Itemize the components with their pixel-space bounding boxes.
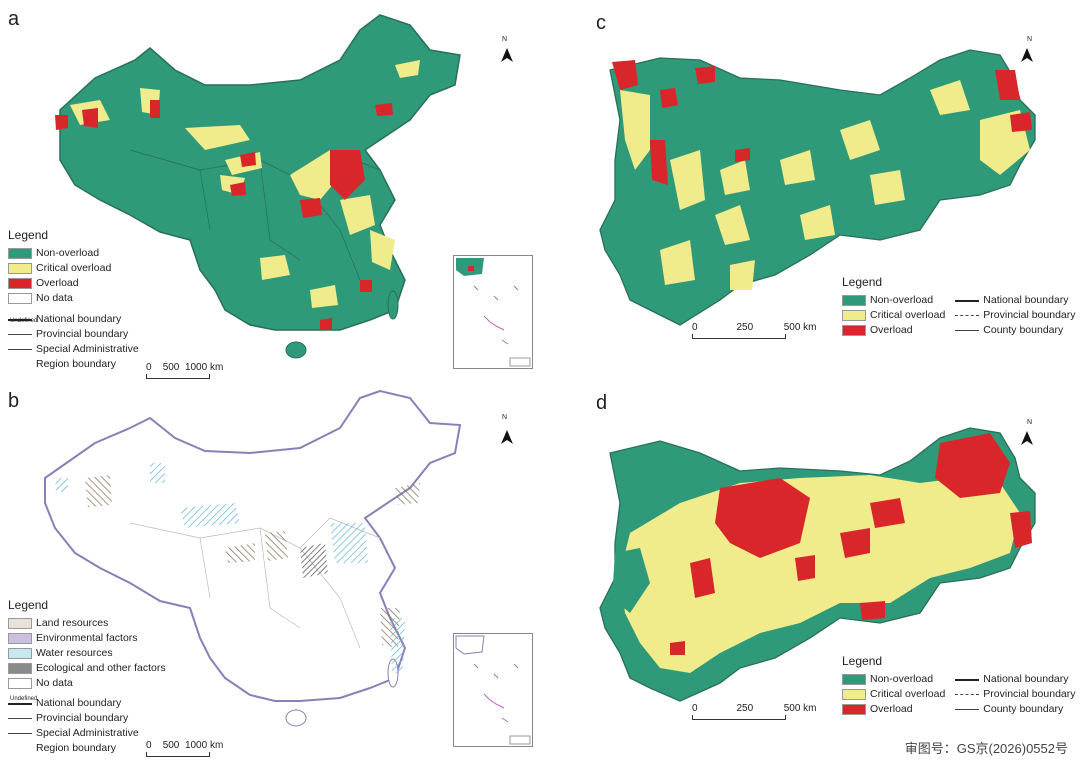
scale-tick: 0 bbox=[692, 322, 698, 333]
county-boundary-line bbox=[955, 709, 980, 710]
south-china-sea-inset-b bbox=[453, 633, 533, 747]
map-approval-number: 审图号：GS京(2026)0552号 bbox=[904, 741, 1068, 756]
north-arrow-label-d: N bbox=[1027, 419, 1033, 426]
provincial-boundary-line bbox=[8, 718, 32, 719]
legend-b: Legend Land resources Environmental fact… bbox=[8, 598, 166, 756]
legend-item: Non-overload bbox=[870, 673, 934, 685]
legend-line-label: Provincial boundary bbox=[983, 688, 1076, 700]
national-boundary-line bbox=[8, 702, 32, 705]
swatch-non-overload bbox=[842, 295, 866, 306]
map-c bbox=[599, 48, 1036, 326]
map-a bbox=[55, 14, 513, 359]
legend-item: Non-overload bbox=[36, 247, 100, 259]
legend-title: Legend bbox=[842, 654, 883, 668]
scale-tick: 1000 km bbox=[184, 740, 224, 751]
north-arrow-label-a: N bbox=[502, 36, 508, 43]
swatch-critical bbox=[842, 310, 866, 321]
scale-tick: 1000 km bbox=[184, 362, 224, 373]
scale-tick: 0 bbox=[146, 740, 152, 751]
legend-title: Legend bbox=[8, 228, 49, 242]
legend-item: Critical overload bbox=[870, 688, 946, 700]
legend-item: No data bbox=[36, 292, 73, 304]
swatch-water bbox=[8, 648, 32, 659]
legend-item: Ecological and other factors bbox=[36, 662, 166, 674]
national-boundary-line bbox=[955, 299, 980, 302]
provincial-boundary-line bbox=[955, 315, 980, 316]
map-d bbox=[599, 427, 1036, 702]
provincial-boundary-line bbox=[8, 334, 32, 335]
legend-title: Legend bbox=[8, 598, 49, 612]
scale-bar-b: 0 500 1000 km bbox=[146, 740, 223, 757]
swatch-critical bbox=[842, 689, 866, 700]
swatch-non-overload bbox=[8, 248, 32, 259]
legend-line-label: Region boundary bbox=[36, 358, 116, 370]
north-arrow-label-c: N bbox=[1027, 36, 1033, 43]
scale-tick: 500 bbox=[162, 362, 180, 373]
legend-d: Legend Non-overload Critical overload Ov… bbox=[842, 654, 1076, 717]
legend-line-label: Region boundary bbox=[36, 742, 116, 754]
legend-line-label: National boundary bbox=[983, 673, 1069, 685]
north-arrow-label-b: N bbox=[502, 414, 508, 421]
legend-line-label: Provincial boundary bbox=[36, 328, 129, 340]
panel-label-a: a bbox=[8, 8, 20, 30]
panel-label-c: c bbox=[596, 12, 606, 34]
scale-tick: 0 bbox=[146, 362, 152, 373]
panel-label-b: b bbox=[8, 390, 20, 412]
swatch-critical bbox=[8, 263, 32, 274]
swatch-overload bbox=[842, 704, 866, 715]
scale-tick: 0 bbox=[692, 703, 698, 714]
legend-item: Critical overload bbox=[870, 309, 946, 321]
legend-item: Environmental factors bbox=[36, 632, 138, 644]
map-b bbox=[44, 389, 513, 727]
national-boundary-line bbox=[955, 678, 980, 681]
undefined-label: Undefined bbox=[10, 696, 38, 702]
swatch-env bbox=[8, 633, 32, 644]
swatch-no-data bbox=[8, 678, 32, 689]
national-boundary-line bbox=[8, 318, 32, 321]
swatch-no-data bbox=[8, 293, 32, 304]
scale-tick: 500 km bbox=[783, 703, 817, 714]
sar-boundary-line bbox=[8, 733, 32, 734]
scale-tick: 500 bbox=[162, 740, 180, 751]
legend-line-label: National boundary bbox=[36, 697, 122, 709]
legend-line-label: Special Administrative bbox=[36, 727, 139, 739]
scale-bar-c: 0 250 500 km bbox=[692, 322, 817, 339]
legend-line-label: Provincial boundary bbox=[983, 309, 1076, 321]
legend-line-label: National boundary bbox=[983, 294, 1069, 306]
scale-bar-a: 0 500 1000 km bbox=[146, 362, 223, 379]
legend-item: Critical overload bbox=[36, 262, 112, 274]
scale-tick: 250 bbox=[736, 703, 754, 714]
swatch-land bbox=[8, 618, 32, 629]
legend-item: Water resources bbox=[36, 647, 113, 659]
legend-line-label: County boundary bbox=[983, 324, 1064, 336]
scale-tick: 250 bbox=[736, 322, 754, 333]
legend-item: Overload bbox=[870, 324, 913, 336]
county-boundary-line bbox=[955, 330, 980, 331]
legend-c: Legend Non-overload Critical overload Ov… bbox=[842, 275, 1076, 338]
undefined-label: Undefined bbox=[10, 318, 38, 324]
legend-line-label: Special Administrative bbox=[36, 343, 139, 355]
south-china-sea-inset-a bbox=[453, 255, 533, 369]
legend-line-label: National boundary bbox=[36, 313, 122, 325]
provincial-boundary-line bbox=[955, 694, 980, 695]
legend-item: No data bbox=[36, 677, 73, 689]
swatch-overload bbox=[842, 325, 866, 336]
legend-title: Legend bbox=[842, 275, 883, 289]
legend-item: Non-overload bbox=[870, 294, 934, 306]
scale-bar-d: 0 250 500 km bbox=[692, 703, 817, 720]
legend-a: Legend Non-overload Critical overload Ov… bbox=[8, 228, 139, 372]
legend-item: Overload bbox=[36, 277, 79, 289]
legend-line-label: Provincial boundary bbox=[36, 712, 129, 724]
legend-item: Land resources bbox=[36, 617, 109, 629]
swatch-overload bbox=[8, 278, 32, 289]
legend-line-label: County boundary bbox=[983, 703, 1064, 715]
panel-label-d: d bbox=[596, 392, 608, 414]
sar-boundary-line bbox=[8, 349, 32, 350]
scale-tick: 500 km bbox=[783, 322, 817, 333]
legend-item: Overload bbox=[870, 703, 913, 715]
swatch-eco bbox=[8, 663, 32, 674]
swatch-non-overload bbox=[842, 674, 866, 685]
